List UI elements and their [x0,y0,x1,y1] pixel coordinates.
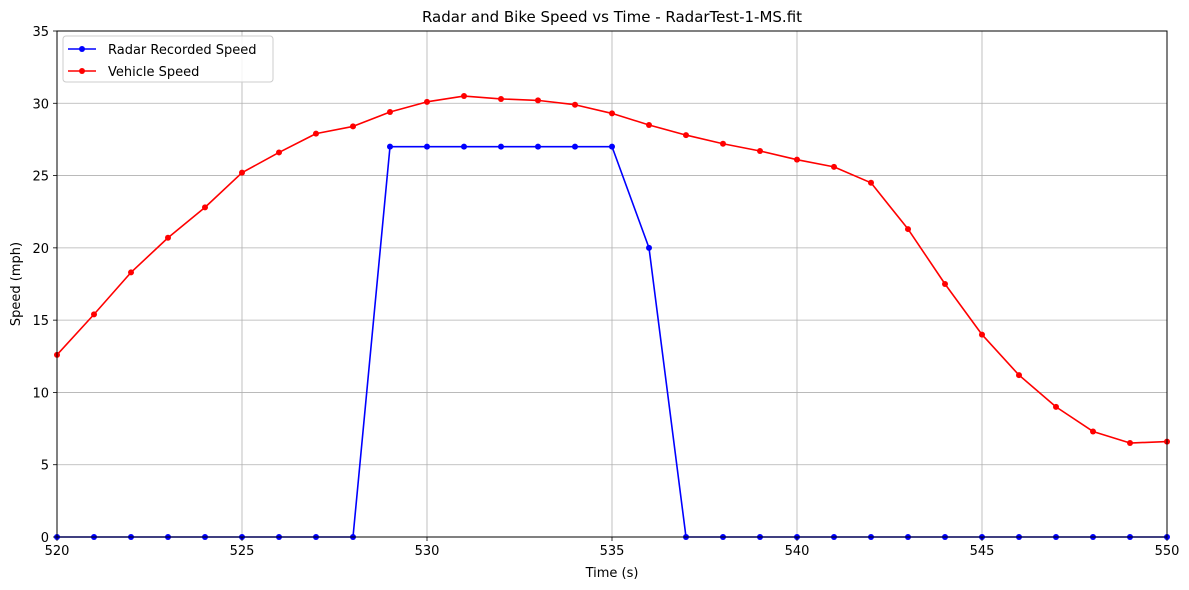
data-point-s1-25 [979,331,985,338]
data-point-s0-10 [424,143,430,150]
y-tick-label: 5 [41,459,49,474]
data-point-s1-21 [831,163,837,170]
data-point-s1-6 [276,149,282,156]
data-point-s0-12 [498,143,504,150]
data-point-s1-7 [313,130,319,137]
x-tick-label: 550 [1155,544,1180,559]
y-tick-label: 25 [32,170,49,185]
series-points [54,93,1170,540]
data-point-s1-12 [498,95,504,102]
data-point-s1-2 [128,269,134,276]
x-tick-label: 540 [785,544,810,559]
data-point-s1-27 [1053,403,1059,410]
data-point-s1-4 [202,204,208,211]
x-tick-label: 525 [230,544,255,559]
data-point-s1-28 [1090,428,1096,435]
grid [56,30,1168,538]
data-point-s0-13 [535,143,541,150]
data-point-s0-14 [572,143,578,150]
y-tick-label: 30 [32,97,49,112]
data-point-s1-13 [535,97,541,104]
y-axis: 0 5 10 15 20 25 30 35 [32,25,57,546]
data-point-s0-9 [387,143,393,150]
x-axis-label: Time (s) [585,566,639,581]
legend-label-0: Radar Recorded Speed [108,43,256,58]
legend-box [62,35,274,83]
y-axis-label: Speed (mph) [9,242,24,326]
legend: Radar Recorded Speed Vehicle Speed [62,35,274,83]
y-tick-label: 20 [32,242,49,257]
data-point-s0-15 [609,143,615,150]
data-point-s0-11 [461,143,467,150]
y-tick-label: 10 [32,386,49,401]
data-point-s1-3 [165,234,171,241]
x-tick-label: 545 [970,544,995,559]
legend-marker-1 [79,68,85,74]
data-point-s1-19 [757,147,763,154]
chart-title: Radar and Bike Speed vs Time - RadarTest… [422,8,802,26]
legend-label-1: Vehicle Speed [108,65,199,80]
data-point-s1-16 [646,121,652,128]
data-point-s1-8 [350,123,356,130]
data-point-s1-24 [942,281,948,287]
data-point-s1-11 [461,93,467,100]
legend-marker-0 [79,46,85,52]
x-tick-label: 535 [600,544,625,559]
data-point-s1-15 [609,110,615,117]
data-point-s1-23 [905,226,911,233]
data-point-s1-22 [868,179,874,186]
data-point-s1-18 [720,140,726,147]
y-tick-label: 0 [41,531,49,546]
data-point-s1-20 [794,156,800,163]
x-tick-label: 520 [45,544,70,559]
data-point-s1-5 [239,169,245,176]
x-tick-label: 530 [415,544,440,559]
data-point-s1-9 [387,108,393,115]
data-point-s0-16 [646,244,652,251]
data-point-s1-29 [1127,440,1133,447]
data-point-s1-10 [424,98,430,105]
x-axis: 520 525 530 535 540 545 550 [45,537,1180,559]
y-tick-label: 15 [32,314,49,329]
data-point-s1-26 [1016,372,1022,379]
data-point-s1-1 [91,311,97,318]
data-point-s1-17 [683,132,689,139]
data-point-s1-14 [572,101,578,108]
y-tick-label: 35 [32,25,49,40]
